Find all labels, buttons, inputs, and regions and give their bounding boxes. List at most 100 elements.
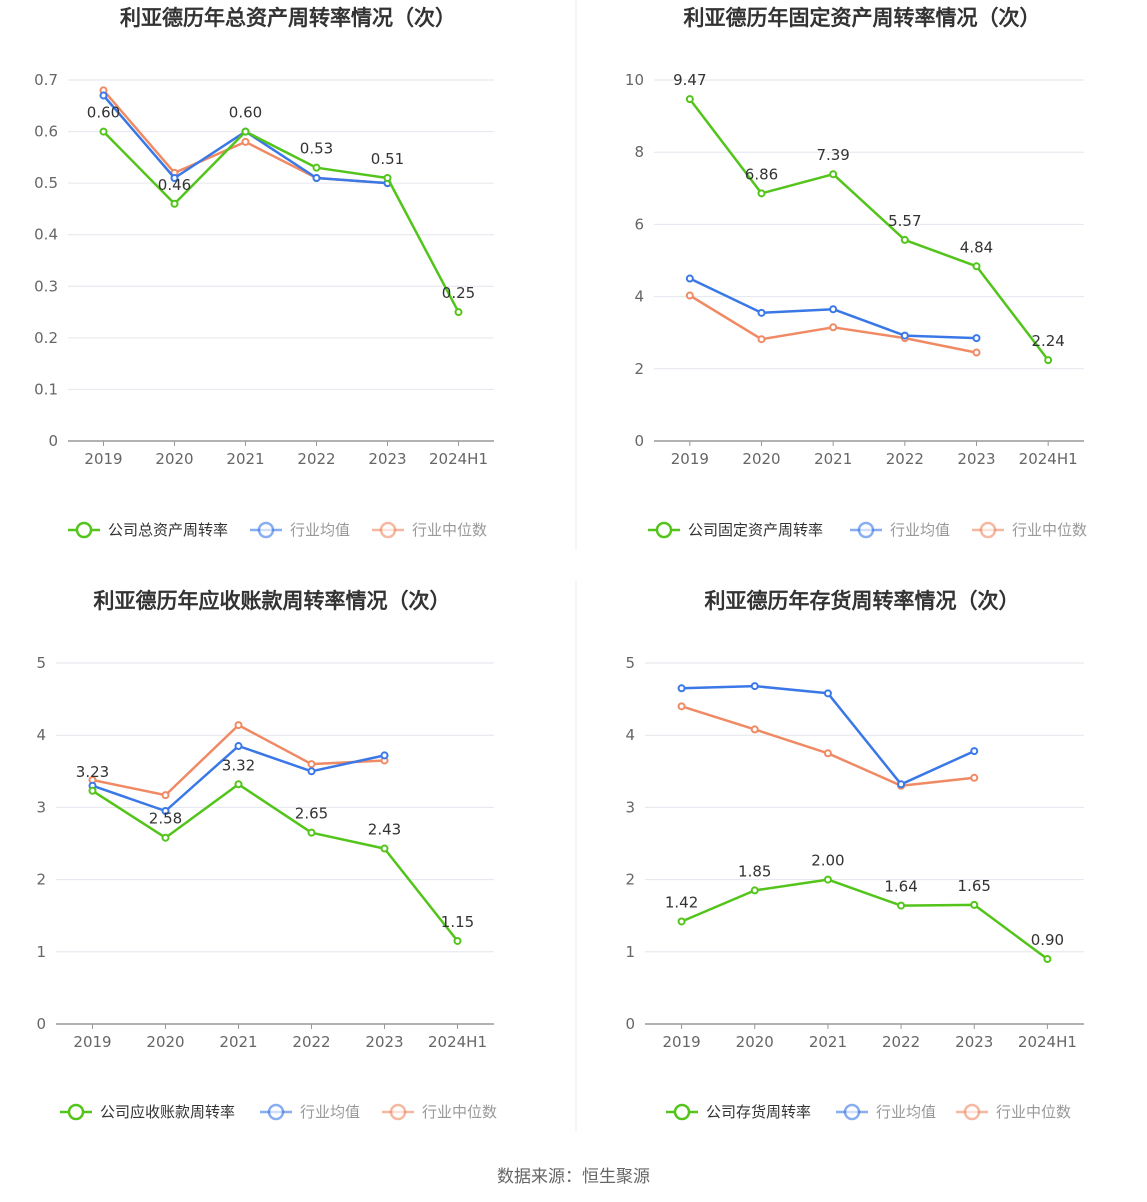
data-label: 2.43 <box>368 821 401 839</box>
data-point-average <box>170 173 179 182</box>
chart-panel: 利亚德历年总资产周转率情况（次） 0 0.1 0.2 0.3 0.4 0.5 0.6 0.7 20… <box>34 6 494 539</box>
x-tick-label: 2023 <box>957 450 995 468</box>
x-tick-label: 2022 <box>297 450 335 468</box>
chart-panel: 利亚德历年存货周转率情况（次） 0 1 2 3 4 5 2019 2020 2021 2022 202… <box>625 589 1084 1121</box>
data-point-company <box>897 901 906 910</box>
y-tick-label: 0.6 <box>34 123 58 141</box>
data-point-average <box>380 751 389 760</box>
x-tick-label: 2022 <box>886 450 924 468</box>
legend-label: 行业均值 <box>890 521 950 539</box>
data-point-company <box>161 833 170 842</box>
x-tick-label: 2019 <box>84 450 122 468</box>
data-point-company <box>823 875 832 884</box>
data-point-company <box>453 936 462 945</box>
legend-marker <box>75 521 93 539</box>
data-label: 1.85 <box>738 862 771 880</box>
data-point-average <box>829 305 838 314</box>
data-point-company <box>170 199 179 208</box>
x-tick-label: 2020 <box>742 450 780 468</box>
chart-title: 利亚德历年应收账款周转率情况（次） <box>94 589 451 613</box>
data-point-average <box>685 274 694 283</box>
y-tick-label: 0.4 <box>34 226 58 244</box>
data-point-median <box>161 791 170 800</box>
y-tick-label: 0 <box>48 432 58 450</box>
x-tick-label: 2024H1 <box>1018 1033 1077 1051</box>
legend-item-company: 公司存货周转率 <box>666 1103 811 1121</box>
y-tick-label: 0.2 <box>34 329 58 347</box>
x-tick-label: 2020 <box>146 1033 184 1051</box>
legend-item-company: 公司总资产周转率 <box>68 521 228 539</box>
data-point-company <box>750 886 759 895</box>
y-tick-label: 3 <box>36 798 46 816</box>
data-point-average <box>99 91 108 100</box>
data-point-median <box>970 773 979 782</box>
y-tick-label: 2 <box>625 871 635 889</box>
legend-marker <box>257 521 275 539</box>
y-tick-label: 3 <box>625 798 635 816</box>
legend-item-median: 行业中位数 <box>972 521 1087 539</box>
data-point-company <box>900 235 909 244</box>
data-label: 0.90 <box>1031 931 1064 949</box>
legend-label: 行业均值 <box>876 1103 936 1121</box>
data-label: 5.57 <box>888 212 921 230</box>
data-point-company <box>307 828 316 837</box>
y-tick-label: 0 <box>634 432 644 450</box>
data-point-company <box>383 173 392 182</box>
x-tick-label: 2024H1 <box>429 450 488 468</box>
data-label: 0.46 <box>158 176 191 194</box>
legend-label: 公司存货周转率 <box>706 1103 811 1121</box>
y-tick-label: 2 <box>36 871 46 889</box>
y-tick-label: 4 <box>36 726 46 744</box>
data-point-company <box>757 189 766 198</box>
data-point-company <box>380 844 389 853</box>
y-tick-label: 0.5 <box>34 174 58 192</box>
legend-label: 行业均值 <box>290 521 350 539</box>
data-label: 4.84 <box>960 238 993 256</box>
legend-item-average: 行业均值 <box>836 1103 936 1121</box>
data-label: 1.42 <box>665 893 698 911</box>
data-point-average <box>161 807 170 816</box>
data-label: 1.15 <box>441 913 474 931</box>
x-tick-label: 2019 <box>671 450 709 468</box>
legend-label: 行业中位数 <box>996 1103 1071 1121</box>
data-point-average <box>750 682 759 691</box>
chart-panel: 利亚德历年应收账款周转率情况（次） 0 1 2 3 4 5 2019 2020 2021 2022 2… <box>36 589 497 1121</box>
legend-label: 公司总资产周转率 <box>108 521 228 539</box>
data-point-median <box>823 749 832 758</box>
y-tick-label: 4 <box>625 726 635 744</box>
data-point-average <box>972 334 981 343</box>
data-point-average <box>757 308 766 317</box>
data-label: 0.60 <box>87 104 120 122</box>
y-tick-label: 1 <box>36 943 46 961</box>
x-tick-label: 2022 <box>292 1033 330 1051</box>
x-tick-label: 2023 <box>368 450 406 468</box>
data-label: 0.51 <box>371 150 404 168</box>
data-label: 0.60 <box>229 104 262 122</box>
data-point-company <box>99 127 108 136</box>
y-tick-label: 1 <box>625 943 635 961</box>
data-point-average <box>677 684 686 693</box>
x-tick-label: 2019 <box>73 1033 111 1051</box>
series-line-company <box>91 783 459 942</box>
legend-marker <box>389 1103 407 1121</box>
data-point-company <box>970 900 979 909</box>
x-tick-label: 2024H1 <box>428 1033 487 1051</box>
legend-marker <box>655 521 673 539</box>
data-label: 3.23 <box>76 763 109 781</box>
legend-marker <box>67 1103 85 1121</box>
x-tick-label: 2021 <box>809 1033 847 1051</box>
data-point-median <box>234 721 243 730</box>
y-tick-label: 0.7 <box>34 71 58 89</box>
x-tick-label: 2021 <box>226 450 264 468</box>
data-point-median <box>750 725 759 734</box>
data-point-company <box>241 127 250 136</box>
data-point-company <box>677 917 686 926</box>
data-point-company <box>1043 955 1052 964</box>
data-label: 9.47 <box>673 71 706 89</box>
y-tick-label: 0 <box>36 1015 46 1033</box>
data-label: 2.58 <box>149 810 182 828</box>
data-label: 6.86 <box>745 165 778 183</box>
data-point-average <box>312 173 321 182</box>
data-point-average <box>307 767 316 776</box>
legend-item-median: 行业中位数 <box>956 1103 1071 1121</box>
